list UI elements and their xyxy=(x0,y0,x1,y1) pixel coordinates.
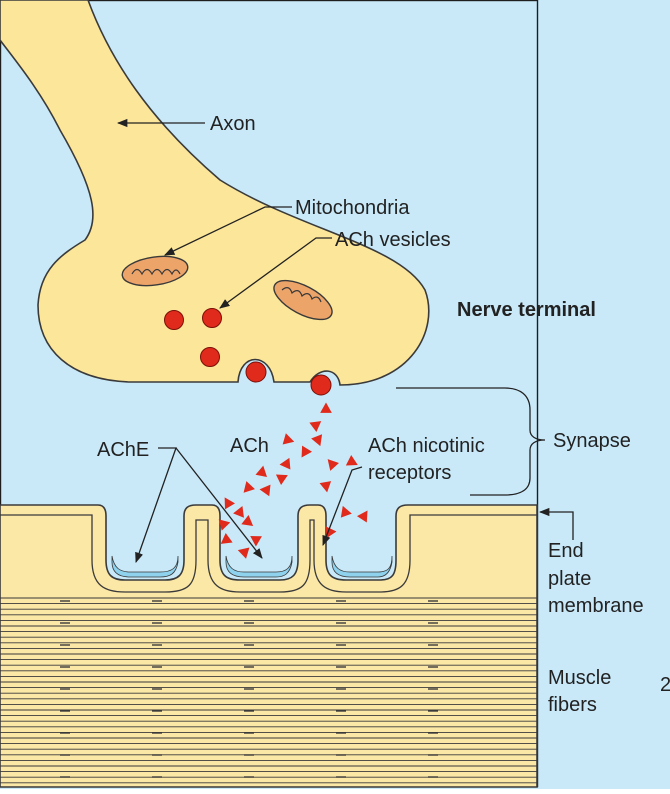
nerve-terminal-label: Nerve terminal xyxy=(457,299,596,321)
mitochondria-label: Mitochondria xyxy=(295,197,410,219)
ache-label: AChE xyxy=(97,439,149,461)
ach-vesicle xyxy=(201,348,220,367)
ach-label: ACh xyxy=(230,435,269,457)
muscle-label-line2: fibers xyxy=(548,694,597,716)
ach-vesicle-released xyxy=(311,375,331,395)
synapse-label: Synapse xyxy=(553,430,631,452)
muscle-label-line1: Muscle xyxy=(548,667,611,689)
ach-vesicle xyxy=(203,309,222,328)
end-plate-label-line2: plate xyxy=(548,568,591,590)
ach-vesicle-fusing xyxy=(246,362,266,382)
end-plate-label-line3: membrane xyxy=(548,595,644,617)
ach-nicotinic-label-line1: ACh nicotinic xyxy=(368,435,485,457)
ach-nicotinic-label-line2: receptors xyxy=(368,462,451,484)
end-plate-label-line1: End xyxy=(548,540,584,562)
ach-vesicles-label: ACh vesicles xyxy=(335,229,451,251)
axon-label: Axon xyxy=(210,113,256,135)
ach-vesicle xyxy=(165,311,184,330)
edge-fragment-text: 2 xyxy=(660,674,670,696)
